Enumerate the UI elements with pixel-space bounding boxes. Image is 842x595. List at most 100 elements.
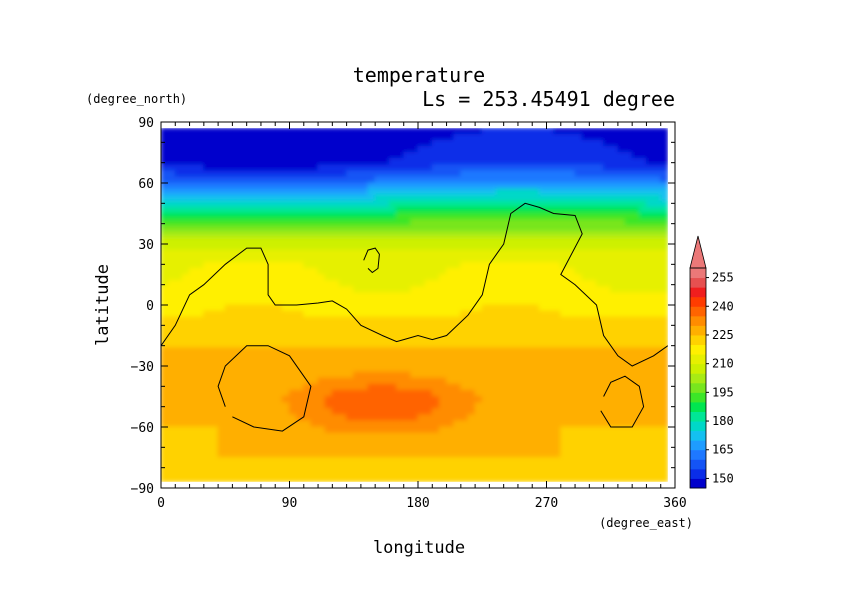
field-cell [581, 170, 590, 178]
field-cell [353, 444, 362, 452]
field-cell [588, 286, 597, 294]
field-cell [161, 371, 169, 379]
field-cell [488, 335, 498, 343]
field-cell [224, 365, 233, 373]
field-cell [296, 200, 305, 208]
field-cell [553, 450, 562, 458]
field-cell [474, 219, 483, 227]
field-cell [410, 176, 419, 184]
field-cell [324, 188, 333, 196]
field-cell [324, 316, 333, 324]
field-cell [424, 206, 433, 214]
field-cell [274, 194, 283, 202]
field-cell [181, 145, 191, 153]
field-cell [481, 432, 490, 440]
field-cell [274, 176, 283, 184]
field-cell [388, 396, 398, 404]
field-cell [424, 322, 433, 330]
field-cell [253, 219, 262, 227]
field-cells [161, 128, 668, 482]
field-cell [367, 469, 376, 477]
field-cell [617, 377, 626, 385]
field-cell [410, 128, 419, 135]
field-cell [460, 414, 469, 422]
field-cell [503, 365, 512, 373]
field-cell [381, 322, 390, 330]
field-cell [481, 225, 490, 233]
field-cell [546, 219, 555, 227]
field-cell [210, 200, 219, 208]
field-cell [588, 145, 597, 153]
field-cell [381, 402, 390, 410]
field-cell [189, 261, 198, 269]
field-cell [217, 237, 226, 245]
field-cell [396, 377, 405, 385]
field-cell [360, 133, 369, 141]
field-cell [267, 316, 276, 324]
field-cell [274, 359, 283, 367]
field-cell [410, 133, 419, 141]
field-cell [610, 243, 619, 251]
field-cell [645, 347, 655, 355]
field-cell [324, 365, 333, 373]
field-cell [210, 182, 219, 190]
field-cell [645, 316, 655, 324]
field-cell [281, 237, 290, 245]
field-cell [203, 164, 212, 172]
field-cell [246, 225, 255, 233]
field-cell [310, 188, 319, 196]
field-cell [653, 389, 662, 397]
colorbar-extend-arrow [689, 235, 707, 269]
field-cell [310, 286, 319, 294]
field-cell [403, 365, 412, 373]
field-cell [367, 237, 376, 245]
field-cell [281, 389, 290, 397]
field-cell [246, 158, 255, 166]
field-cell [224, 396, 233, 404]
field-cell [296, 377, 305, 385]
field-cell [531, 280, 540, 288]
field-cell [517, 280, 526, 288]
field-cell [338, 347, 348, 355]
field-cell [481, 170, 490, 178]
field-cell [538, 383, 547, 391]
field-cell [403, 444, 412, 452]
field-cell [638, 170, 647, 178]
field-cell [338, 365, 348, 373]
field-cell [645, 444, 655, 452]
field-cell [560, 322, 569, 330]
field-cell [660, 359, 668, 367]
field-cell [524, 341, 533, 349]
field-cell [581, 274, 590, 282]
field-cell [167, 188, 176, 196]
field-cell [503, 341, 512, 349]
field-cell [274, 377, 283, 385]
field-cell [567, 426, 576, 434]
field-cell [224, 341, 233, 349]
field-cell [431, 206, 440, 214]
field-cell [645, 145, 655, 153]
field-cell [196, 469, 205, 477]
field-cell [431, 402, 440, 410]
field-cell [460, 371, 469, 379]
field-cell [574, 377, 583, 385]
field-cell [388, 292, 398, 300]
field-cell [403, 249, 412, 257]
field-cell [338, 396, 348, 404]
field-cell [253, 389, 262, 397]
field-cell [660, 414, 668, 422]
field-cell [638, 231, 647, 239]
field-cell [289, 280, 298, 288]
field-cell [431, 432, 440, 440]
field-cell [174, 396, 183, 404]
field-cell [410, 475, 419, 482]
field-cell [653, 243, 662, 251]
field-cell [338, 225, 348, 233]
field-cell [174, 469, 183, 477]
field-cell [374, 139, 383, 147]
field-cell [553, 176, 562, 184]
field-cell [524, 280, 533, 288]
field-cell [381, 194, 390, 202]
field-cell [161, 310, 169, 318]
field-cell [353, 450, 362, 458]
